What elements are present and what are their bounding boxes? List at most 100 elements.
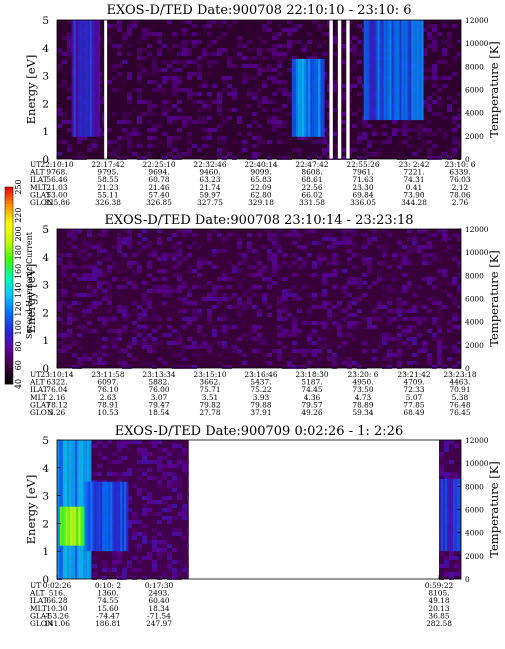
heatmap-cell — [322, 148, 327, 152]
heatmap-cell — [177, 152, 182, 156]
heatmap-cell — [187, 72, 192, 76]
heatmap-cell — [372, 128, 377, 132]
heatmap-cell — [242, 112, 247, 116]
heatmap-cell — [142, 32, 147, 36]
heatmap-cell — [122, 112, 127, 116]
heatmap-cell — [62, 329, 67, 333]
heatmap-cell — [117, 76, 122, 80]
heatmap-cell — [272, 80, 277, 84]
heatmap-cell — [67, 329, 72, 333]
heatmap-cell — [332, 285, 337, 289]
y-right-tick-label: 6000 — [465, 295, 484, 304]
heatmap-cell — [217, 60, 222, 64]
heatmap-cell — [182, 60, 187, 64]
heatmap-cell — [247, 329, 252, 333]
heatmap-cell — [282, 112, 287, 116]
heatmap-cell — [157, 544, 162, 548]
heatmap-cell — [297, 365, 302, 369]
heatmap-cell — [397, 249, 402, 253]
heatmap-cell — [302, 257, 307, 261]
heatmap-cell — [252, 48, 257, 52]
heatmap-cell — [172, 249, 177, 253]
colorbar-segment — [5, 305, 13, 309]
heatmap-cell — [437, 353, 442, 357]
heatmap-cell — [132, 144, 137, 148]
heatmap-cell — [444, 448, 450, 452]
heatmap-cell — [92, 277, 97, 281]
heatmap-cell — [72, 341, 77, 345]
heatmap-cell — [322, 277, 327, 281]
y-tick-label: 3 — [42, 280, 49, 292]
heatmap-cell — [212, 245, 217, 249]
ephemeris-value: 78.12 — [46, 400, 67, 409]
heatmap-cell — [442, 116, 447, 120]
heatmap-cell — [157, 552, 162, 556]
heatmap-cell — [277, 309, 282, 313]
ephemeris-value: 22:55:26 — [346, 160, 379, 169]
heatmap-cell — [342, 349, 347, 353]
heatmap-cell — [352, 241, 357, 245]
heatmap-cell — [132, 321, 137, 325]
heatmap-feature — [92, 481, 95, 552]
heatmap-cell — [297, 152, 302, 156]
heatmap-cell — [177, 277, 182, 281]
heatmap-cell — [357, 281, 362, 285]
heatmap-cell — [232, 92, 237, 96]
heatmap-cell — [247, 96, 252, 100]
heatmap-cell — [452, 365, 457, 369]
heatmap-cell — [72, 265, 77, 269]
heatmap-cell — [347, 249, 352, 253]
heatmap-cell — [147, 112, 152, 116]
heatmap-cell — [377, 345, 382, 349]
heatmap-cell — [452, 233, 457, 237]
heatmap-cell — [57, 108, 62, 112]
heatmap-cell — [187, 528, 189, 532]
heatmap-cell — [457, 341, 461, 345]
heatmap-area — [57, 20, 461, 160]
heatmap-cell — [167, 140, 172, 144]
colorbar-segment — [5, 278, 13, 283]
heatmap-cell — [237, 116, 242, 120]
heatmap-cell — [142, 156, 147, 160]
heatmap-cell — [142, 440, 147, 444]
heatmap-cell — [187, 136, 192, 140]
heatmap-cell — [357, 76, 362, 80]
heatmap-cell — [307, 293, 312, 297]
heatmap-cell — [444, 572, 450, 576]
heatmap-cell — [112, 452, 117, 456]
heatmap-cell — [307, 32, 312, 36]
heatmap-cell — [332, 353, 337, 357]
heatmap-cell — [302, 349, 307, 353]
heatmap-cell — [277, 357, 282, 361]
heatmap-cell — [267, 237, 272, 241]
heatmap-cell — [457, 297, 461, 301]
heatmap-cell — [457, 285, 461, 289]
heatmap-cell — [167, 516, 172, 520]
ephemeris-value: 5.07 — [406, 393, 423, 402]
heatmap-cell — [147, 273, 152, 277]
heatmap-cell — [127, 560, 132, 564]
heatmap-cell — [57, 84, 62, 88]
ephemeris-value: 79.88 — [250, 400, 271, 409]
heatmap-cell — [317, 140, 322, 144]
ephemeris-value: 3.26 — [49, 408, 66, 417]
heatmap-cell — [147, 452, 152, 456]
heatmap-cell — [182, 309, 187, 313]
heatmap-cell — [222, 333, 227, 337]
heatmap-feature — [419, 20, 422, 121]
heatmap-cell — [247, 245, 252, 249]
heatmap-cell — [367, 144, 372, 148]
y-right-tick-label: 12000 — [465, 16, 489, 25]
heatmap-cell — [202, 28, 207, 32]
heatmap-cell — [382, 249, 387, 253]
heatmap-cell — [277, 285, 282, 289]
heatmap-cell — [157, 321, 162, 325]
heatmap-cell — [117, 552, 122, 556]
heatmap-cell — [162, 540, 167, 544]
heatmap-cell — [192, 269, 197, 273]
heatmap-feature — [379, 20, 382, 121]
heatmap-cell — [442, 237, 447, 241]
heatmap-cell — [177, 88, 182, 92]
heatmap-cell — [447, 128, 452, 132]
heatmap-cell — [407, 136, 412, 140]
